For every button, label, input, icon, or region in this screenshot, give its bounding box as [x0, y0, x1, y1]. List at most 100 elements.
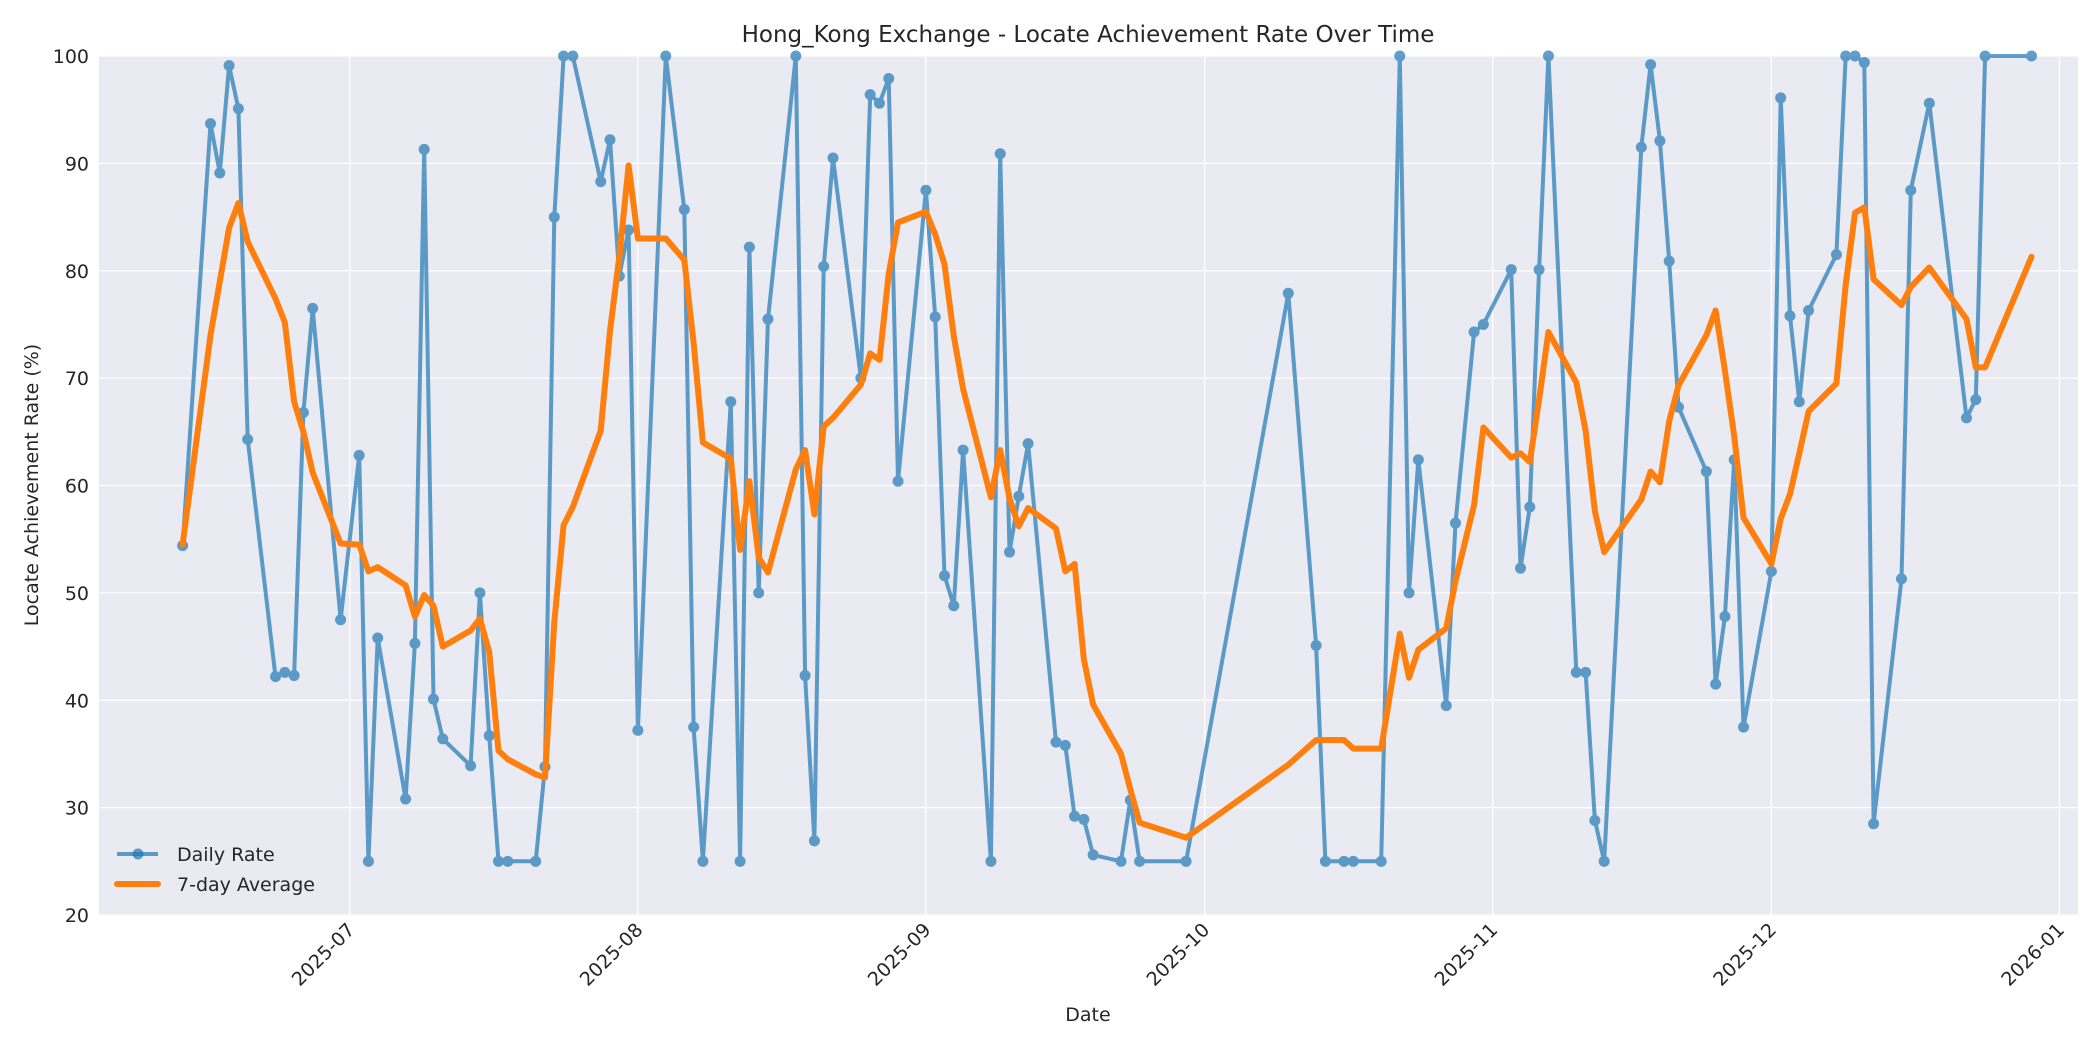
data-point	[558, 50, 570, 62]
data-point	[827, 152, 839, 164]
y-tick-label: 100	[53, 46, 89, 68]
legend: Daily Rate 7-day Average	[114, 844, 315, 896]
data-point	[1738, 721, 1750, 733]
data-point	[1375, 855, 1387, 867]
data-point	[1895, 573, 1907, 585]
data-point	[1923, 97, 1935, 109]
x-tick-label: 2025-07	[288, 919, 360, 991]
data-point	[892, 475, 904, 487]
data-point	[678, 204, 690, 216]
data-point	[1449, 517, 1461, 529]
y-tick-label: 90	[65, 153, 89, 175]
y-tick-label: 50	[65, 583, 89, 605]
data-point	[1840, 50, 1852, 62]
data-point	[1765, 565, 1777, 577]
y-tick-label: 60	[65, 476, 89, 498]
data-point	[465, 760, 477, 772]
data-point	[1282, 287, 1294, 299]
data-point	[1589, 815, 1601, 827]
data-point	[595, 176, 607, 188]
data-point	[753, 587, 765, 599]
data-point	[502, 855, 514, 867]
data-point	[1394, 50, 1406, 62]
x-axis-label: Date	[1065, 1004, 1110, 1026]
data-point	[1979, 50, 1991, 62]
data-point	[530, 855, 542, 867]
data-point	[427, 693, 439, 705]
data-point	[864, 89, 876, 101]
data-point	[1059, 739, 1071, 751]
data-point	[242, 433, 254, 445]
data-point	[1580, 666, 1592, 678]
data-point	[270, 671, 282, 683]
data-point	[307, 302, 319, 314]
y-tick-label: 80	[65, 261, 89, 283]
data-point	[808, 835, 820, 847]
data-point	[335, 614, 347, 626]
data-point	[223, 60, 235, 72]
daily-rate-line	[180, 54, 2032, 864]
x-tick-label: 2026-01	[1997, 919, 2069, 991]
x-tick-label: 2025-10	[1142, 919, 1214, 991]
data-point	[1654, 135, 1666, 147]
data-point	[483, 730, 495, 742]
data-point	[957, 444, 969, 456]
data-point	[688, 721, 700, 733]
data-point	[632, 724, 644, 736]
x-tick-label: 2025-08	[576, 919, 648, 991]
data-point	[362, 855, 374, 867]
data-point	[873, 97, 885, 109]
y-tick-label: 30	[65, 798, 89, 820]
data-point	[1440, 700, 1452, 712]
data-point	[1069, 810, 1081, 822]
series-daily-rate	[177, 50, 2038, 867]
data-point	[214, 167, 226, 179]
data-point	[604, 134, 616, 146]
y-axis-label: Locate Achievement Rate (%)	[21, 344, 43, 626]
data-point	[493, 855, 505, 867]
data-point	[660, 50, 672, 62]
y-tick-label: 40	[65, 690, 89, 712]
data-point	[1635, 141, 1647, 153]
data-point	[1849, 50, 1861, 62]
data-point	[1663, 255, 1675, 267]
data-point	[353, 449, 365, 461]
chart-title: Hong_Kong Exchange - Locate Achievement …	[742, 22, 1435, 48]
data-point	[1078, 813, 1090, 825]
data-point	[409, 637, 421, 649]
data-point	[1970, 394, 1982, 406]
data-point	[920, 184, 932, 196]
data-point	[1310, 639, 1322, 651]
data-point	[734, 855, 746, 867]
data-point	[372, 632, 384, 644]
daily-rate-marker-icon	[132, 848, 144, 860]
x-tick-label: 2025-12	[1709, 919, 1781, 991]
data-point	[1338, 855, 1350, 867]
data-point	[1515, 562, 1527, 574]
data-point	[697, 855, 709, 867]
y-tick-label: 70	[65, 368, 89, 390]
data-point	[279, 666, 291, 678]
data-point	[1803, 304, 1815, 316]
data-point	[1905, 184, 1917, 196]
data-point	[1961, 412, 1973, 424]
data-point	[1784, 310, 1796, 322]
data-point	[418, 143, 430, 155]
y-axis-ticks: 20 30 40 50 60 70 80 90 100	[53, 46, 89, 927]
data-point	[204, 118, 216, 130]
data-point	[1134, 855, 1146, 867]
data-point	[288, 670, 300, 682]
data-point	[1645, 59, 1657, 71]
data-point	[474, 587, 486, 599]
data-point	[548, 211, 560, 223]
data-point	[1793, 396, 1805, 408]
data-point	[1868, 818, 1880, 830]
data-point	[1858, 56, 1870, 68]
data-point	[1319, 855, 1331, 867]
data-point	[1477, 318, 1489, 330]
y-tick-label: 20	[65, 905, 89, 927]
data-point	[985, 855, 997, 867]
series-layer	[177, 50, 2038, 867]
data-point	[1719, 610, 1731, 622]
